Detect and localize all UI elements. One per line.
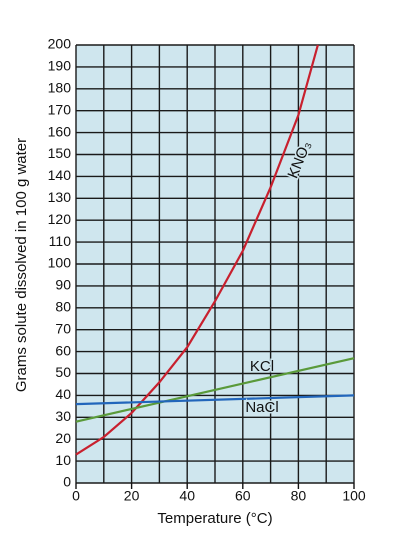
x-tick-label: 0: [72, 488, 80, 504]
y-tick-label: 120: [48, 211, 72, 227]
y-tick-label: 10: [55, 452, 71, 468]
y-tick-label: 160: [48, 123, 72, 139]
y-axis-title: Grams solute dissolved in 100 g water: [13, 138, 30, 392]
y-tick-label: 150: [48, 145, 72, 161]
y-tick-label: 100: [48, 255, 72, 271]
series-label: NaCl: [245, 399, 278, 416]
y-tick-label: 170: [48, 101, 72, 117]
x-tick-label: 80: [291, 488, 307, 504]
x-tick-label: 100: [342, 488, 366, 504]
y-tick-label: 40: [55, 386, 71, 402]
y-tick-label: 20: [55, 430, 71, 446]
y-tick-label: 80: [55, 299, 71, 315]
x-tick-label: 60: [235, 488, 251, 504]
x-axis-title: Temperature (°C): [157, 510, 272, 527]
y-tick-label: 200: [48, 36, 72, 52]
y-tick-label: 70: [55, 320, 71, 336]
y-tick-label: 140: [48, 167, 72, 183]
x-tick-label: 40: [179, 488, 195, 504]
y-tick-label: 190: [48, 58, 72, 74]
y-tick-label: 60: [55, 342, 71, 358]
series-line: [75, 394, 355, 406]
y-tick-label: 90: [55, 277, 71, 293]
y-tick-label: 180: [48, 80, 72, 96]
y-tick-label: 110: [49, 233, 72, 249]
y-tick-label: 50: [55, 364, 71, 380]
y-tick-label: 0: [63, 474, 71, 490]
series-line: [75, 44, 319, 456]
y-tick-label: 130: [48, 189, 72, 205]
x-tick-label: 20: [124, 488, 140, 504]
y-tick-label: 30: [55, 408, 71, 424]
series-label: KCl: [250, 358, 274, 375]
series-line: [75, 357, 355, 423]
